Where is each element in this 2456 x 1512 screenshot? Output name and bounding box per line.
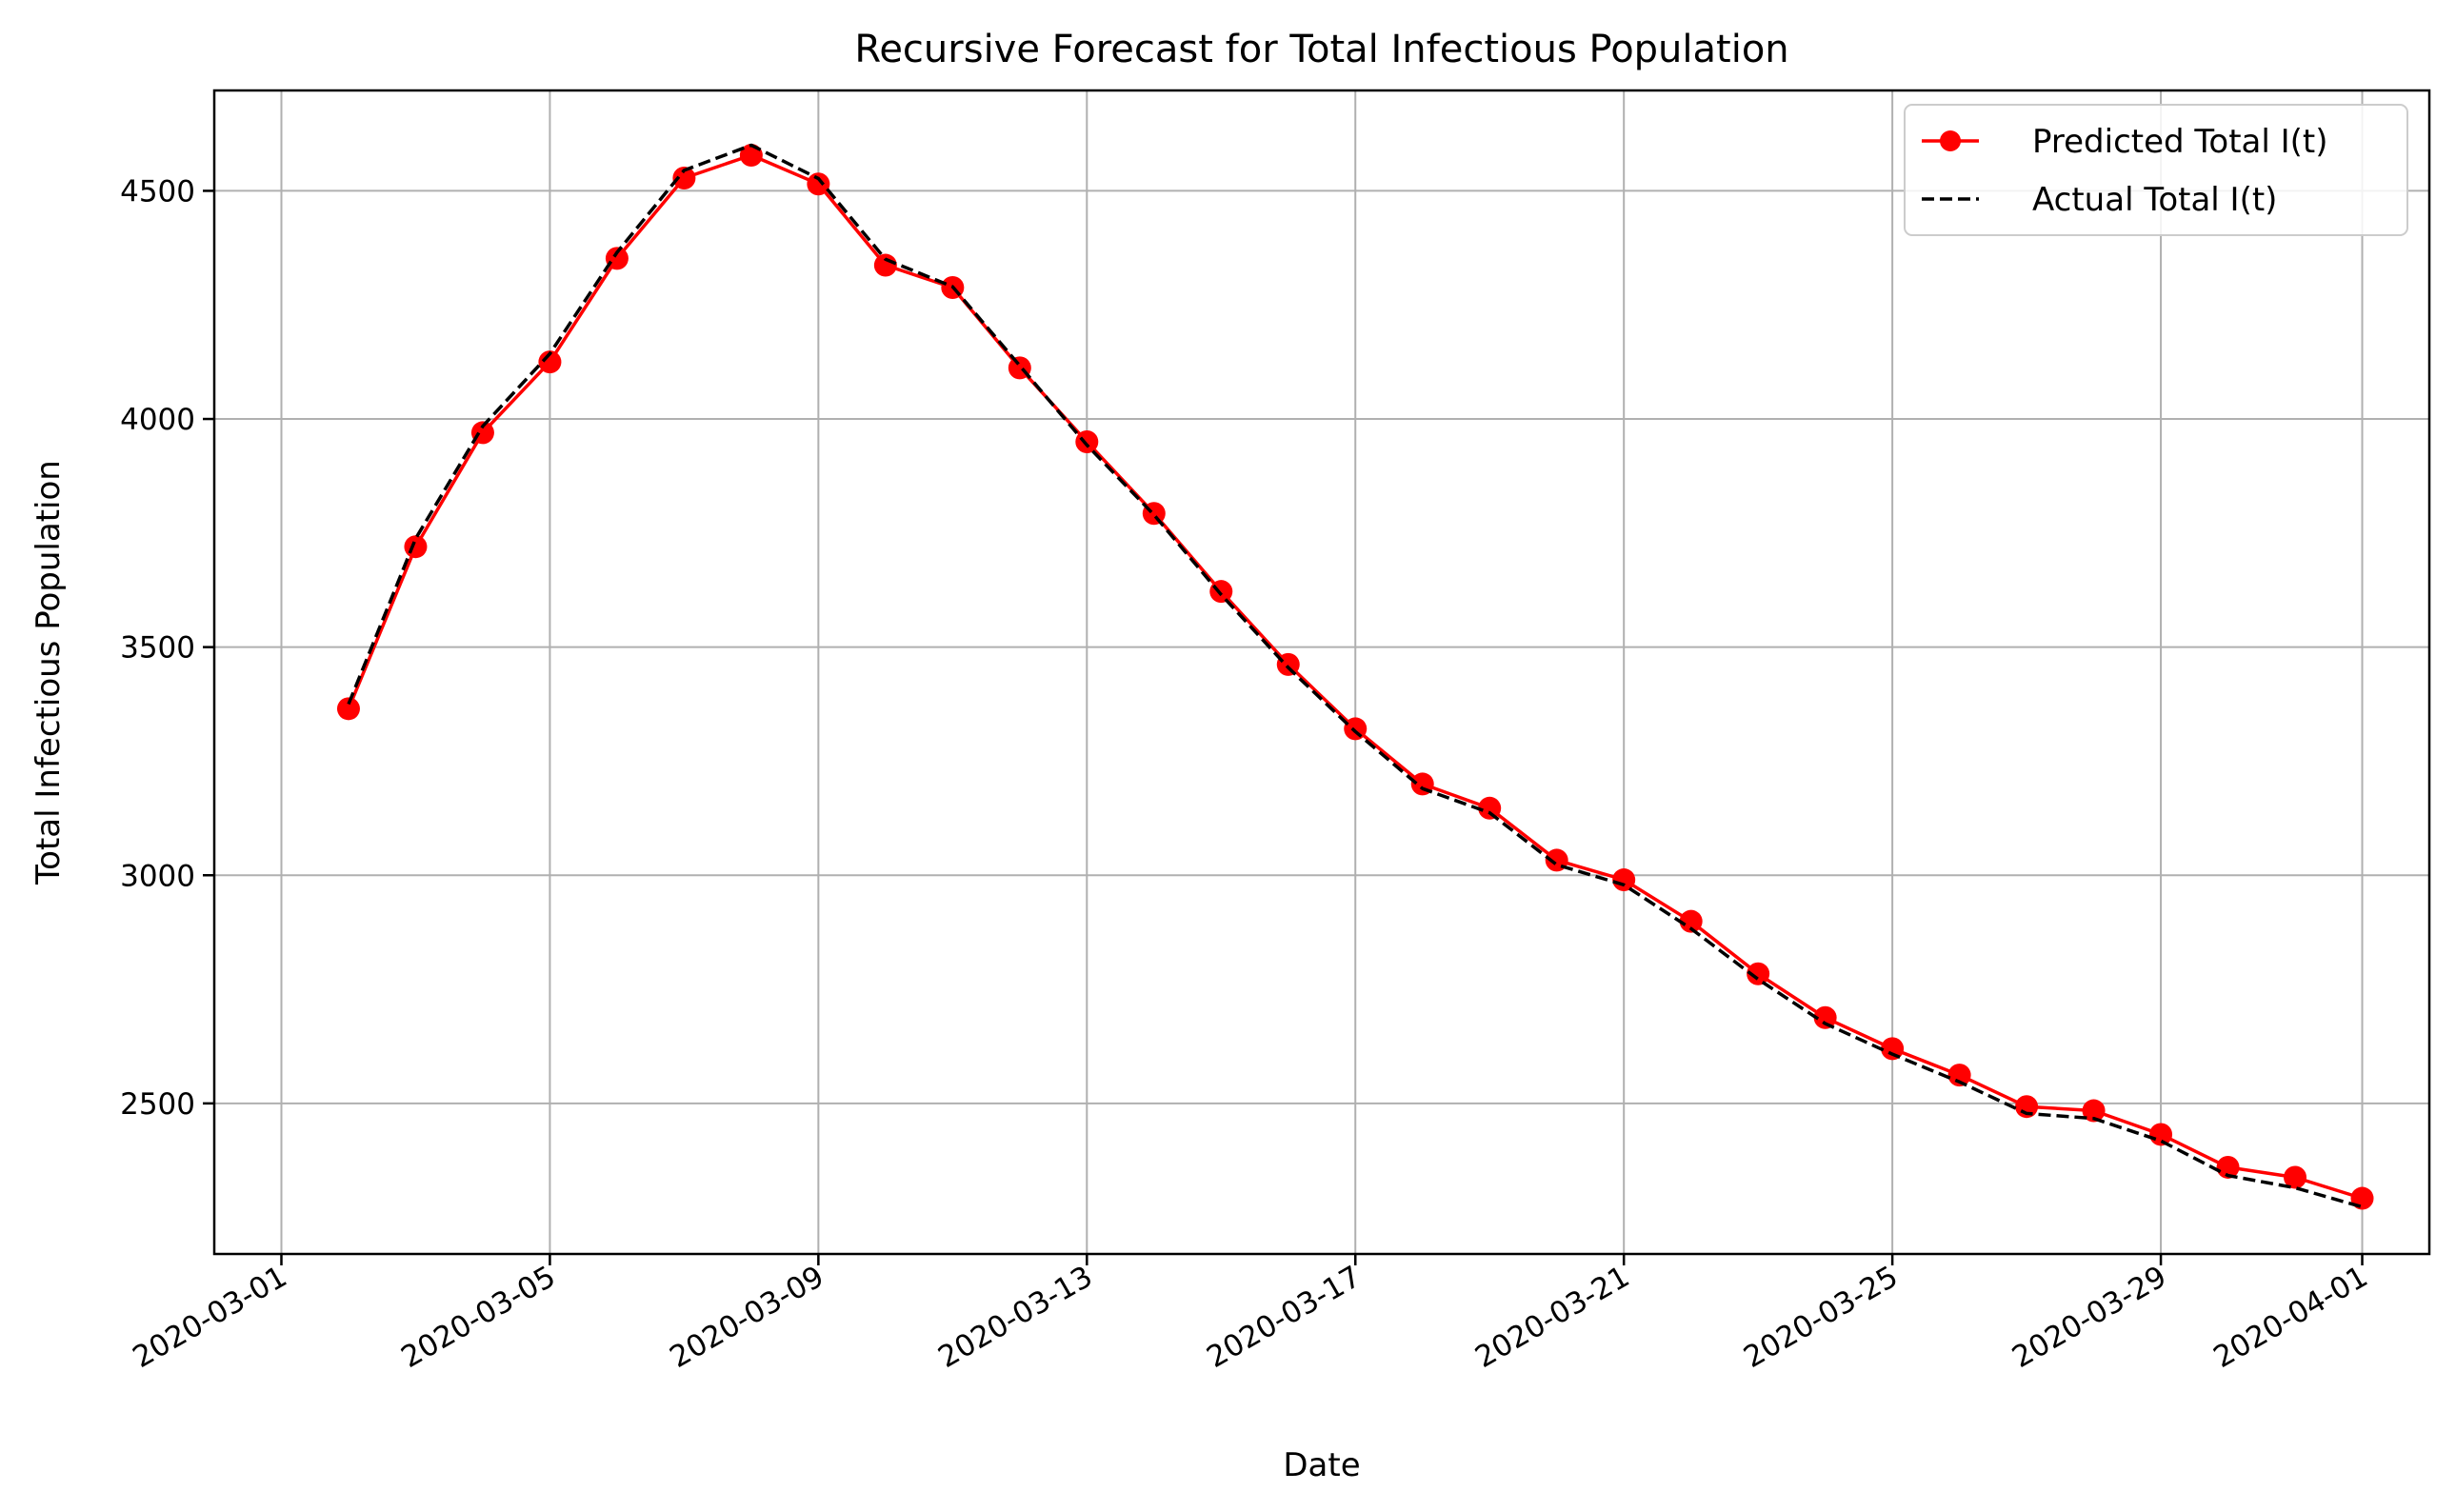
y-axis-label: Total Infectious Population [30,460,68,885]
grid [214,90,2429,1254]
data-point-predicted [1344,717,1368,741]
data-point-predicted [1276,652,1300,676]
data-point-predicted [2284,1165,2307,1189]
data-point-predicted [807,172,830,196]
data-point-predicted [1612,868,1636,892]
series-line-actual [347,143,2363,1209]
data-point-predicted [1813,1005,1837,1029]
legend-label-actual: Actual Total I(t) [2032,181,2277,219]
data-point-predicted [873,253,897,277]
data-point-predicted [1881,1037,1905,1061]
data-point-predicted [1075,429,1099,453]
data-point-predicted [1209,580,1233,604]
legend-box [1904,104,2408,236]
series-layer [336,143,2374,1210]
data-point-predicted [2082,1099,2106,1123]
data-point-predicted [538,350,562,374]
legend-label-predicted: Predicted Total I(t) [2032,123,2328,161]
data-point-predicted [605,247,629,270]
data-point-predicted [672,167,696,190]
data-point-predicted [2216,1155,2240,1179]
legend-marker-predicted [1940,130,1961,151]
data-point-predicted [336,697,360,721]
y-tick-label: 4000 [120,403,195,437]
y-tick-label: 3500 [120,631,195,666]
legend: Predicted Total I(t) Actual Total I(t) [1904,104,2408,236]
y-tick-label: 3000 [120,859,195,893]
data-point-predicted [1747,962,1770,985]
data-point-predicted [1679,909,1703,933]
plot-frame [212,89,2431,1256]
x-axis-label: Date [1283,1446,1360,1484]
chart-title: Recursive Forecast for Total Infectious … [854,28,1788,71]
y-axis: 2500 3000 3500 4000 4500 [120,174,214,1122]
data-point-predicted [404,535,428,559]
y-tick-label: 4500 [120,174,195,209]
data-point-predicted [1947,1064,1971,1087]
y-tick-label: 2500 [120,1087,195,1122]
data-point-predicted [1478,796,1502,820]
